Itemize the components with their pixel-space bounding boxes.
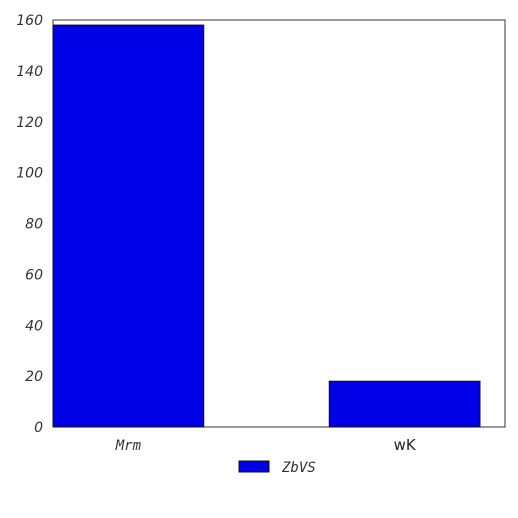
legend-label: ZbVS [281,460,316,476]
y-tick-label: 80 [25,217,43,233]
legend-swatch [238,460,270,473]
y-tick-label: 40 [25,318,43,334]
y-tick-label: 0 [34,420,43,436]
x-tick-label: wK [394,436,417,454]
x-tick-label: Mrm [115,438,142,454]
y-tick-label: 160 [16,13,43,29]
bar [52,24,205,428]
y-tick-label: 100 [16,166,43,182]
x-axis: Mrm wK [115,436,417,454]
legend: ZbVS [238,460,316,476]
y-tick-label: 120 [16,115,43,131]
y-tick-label: 20 [25,369,43,385]
bars [52,24,481,428]
bar [328,380,481,428]
y-tick-label: 60 [25,267,43,283]
y-axis: 0 20 40 60 80 100 120 140 160 [16,13,43,436]
y-tick-label: 140 [16,64,43,80]
